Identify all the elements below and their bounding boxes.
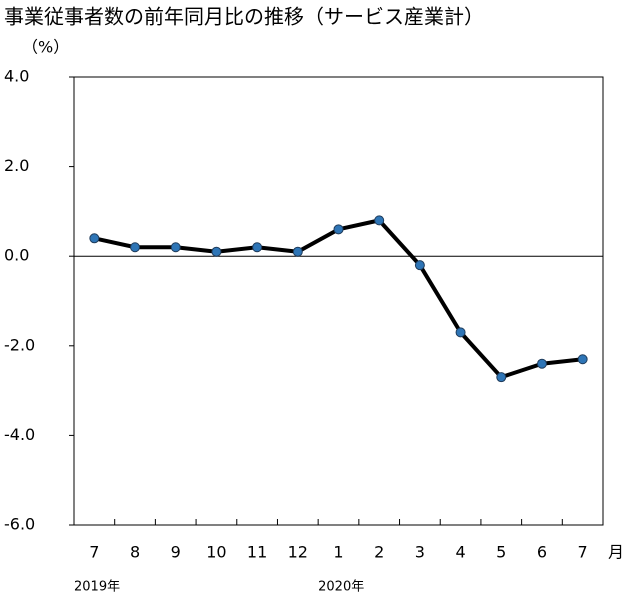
marker — [333, 224, 344, 235]
marker — [252, 242, 263, 253]
plot-frame — [73, 76, 604, 526]
x-tick-label: 11 — [247, 543, 267, 562]
marker — [130, 242, 141, 253]
year-label: 2020年 — [318, 580, 364, 595]
x-tick-label: 8 — [130, 543, 140, 562]
x-tick-label: 9 — [171, 543, 181, 562]
y-tick-label: -6.0 — [4, 515, 35, 534]
x-tick-label: 6 — [537, 543, 547, 562]
x-tick-label: 12 — [288, 543, 308, 562]
x-tick-label: 10 — [206, 543, 226, 562]
y-tick-label: 2.0 — [4, 156, 29, 175]
marker — [89, 233, 100, 244]
x-tick-label: 4 — [455, 543, 465, 562]
year-label: 2019年 — [74, 580, 120, 595]
line — [93, 218, 583, 380]
x-tick-label: 1 — [333, 543, 343, 562]
marker — [577, 354, 588, 365]
x-unit: 月 — [608, 543, 623, 562]
y-tick-label: 4.0 — [4, 67, 29, 86]
marker — [496, 372, 507, 383]
y-tick-label: -2.0 — [4, 335, 35, 354]
x-tick-label: 7 — [89, 543, 99, 562]
y-tick-label: 0.0 — [4, 246, 29, 265]
chart-title: 事業従事者数の前年同月比の推移（サービス産業計） — [4, 5, 484, 29]
marker — [374, 215, 385, 226]
marker — [292, 246, 303, 257]
x-tick-label: 3 — [415, 543, 425, 562]
x-tick-label: 7 — [578, 543, 588, 562]
marker — [170, 242, 181, 253]
marker — [455, 327, 466, 338]
marker — [211, 246, 222, 257]
marker — [414, 260, 425, 271]
x-tick-label: 2 — [374, 543, 384, 562]
y-unit: （%） — [22, 38, 69, 57]
marker — [536, 358, 547, 369]
y-tick-label: -4.0 — [4, 425, 35, 444]
x-tick-label: 5 — [496, 543, 506, 562]
